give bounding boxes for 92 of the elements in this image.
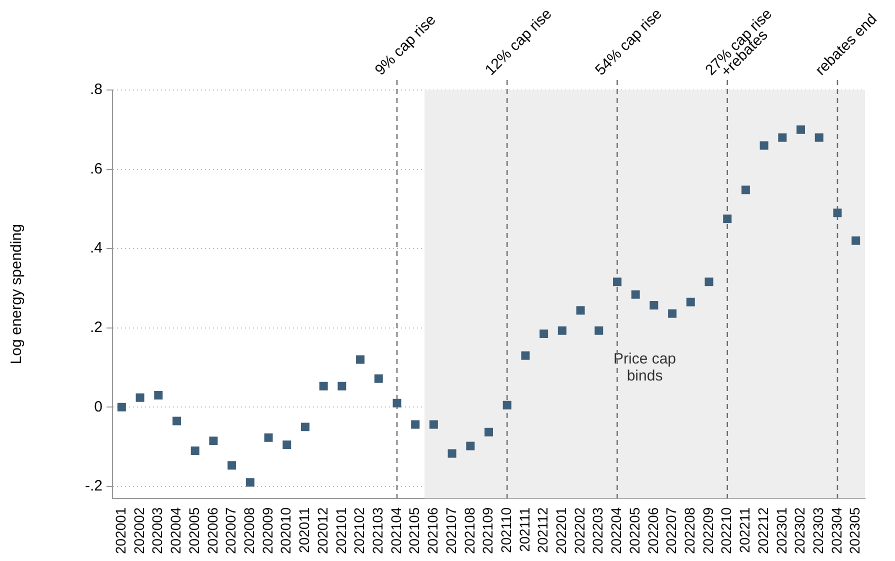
x-tick-label: 202005 xyxy=(186,507,202,554)
y-tick-label: .4 xyxy=(90,240,103,257)
x-tick-label: 202003 xyxy=(149,507,166,554)
point xyxy=(540,330,548,338)
x-tick-label: 202207 xyxy=(663,507,680,554)
x-tick-label: 202302 xyxy=(792,507,808,554)
point xyxy=(833,208,842,218)
point xyxy=(521,351,530,360)
point xyxy=(760,141,768,150)
y-axis-title: Log energy spending xyxy=(8,224,26,364)
point xyxy=(612,278,622,286)
x-tick-label: 202212 xyxy=(754,507,771,554)
point xyxy=(264,433,273,442)
x-tick-label: 202211 xyxy=(736,507,753,553)
point xyxy=(594,326,604,335)
x-tick-label: 202011 xyxy=(296,507,312,553)
x-tick-label: 202106 xyxy=(424,507,441,554)
x-tick-label: 202007 xyxy=(222,507,239,554)
point xyxy=(576,306,585,315)
y-tick-label: .8 xyxy=(90,81,103,98)
point xyxy=(154,390,163,400)
x-tick-label: 202202 xyxy=(571,507,588,554)
y-tick-label: 0 xyxy=(94,398,103,416)
ref-line-label: 54% cap rise xyxy=(592,5,666,79)
x-tick-label: 202102 xyxy=(351,507,368,554)
point xyxy=(704,278,714,286)
point xyxy=(190,446,200,455)
point xyxy=(558,326,566,335)
point xyxy=(668,309,677,318)
point xyxy=(631,290,640,299)
point xyxy=(484,428,493,436)
x-tick-label: 202012 xyxy=(314,507,330,554)
y-tick-label: .2 xyxy=(90,318,103,336)
x-tick-label: 202210 xyxy=(718,507,734,554)
x-tick-label: 202205 xyxy=(626,507,642,554)
point xyxy=(356,355,365,364)
x-tick-label: 202103 xyxy=(369,507,386,554)
x-tick-label: 202301 xyxy=(773,507,790,554)
point xyxy=(429,420,438,429)
point xyxy=(796,125,806,134)
y-tick-label: .6 xyxy=(90,160,103,178)
ref-line-label: 9% cap rise xyxy=(372,11,440,79)
point xyxy=(852,236,860,245)
x-tick-label: 202010 xyxy=(278,507,294,554)
x-tick-label: 202304 xyxy=(828,507,844,554)
point xyxy=(448,449,456,458)
x-tick-label: 202112 xyxy=(534,507,551,553)
x-tick-label: 202008 xyxy=(241,507,258,554)
point xyxy=(319,382,328,390)
point xyxy=(650,301,658,310)
point xyxy=(228,461,236,470)
x-tick-label: 202203 xyxy=(590,507,606,554)
x-tick-label: 202002 xyxy=(130,507,147,554)
point xyxy=(814,133,824,142)
x-tick-label: 202004 xyxy=(168,507,184,554)
x-tick-label: 202201 xyxy=(553,507,570,554)
x-tick-label: 202107 xyxy=(442,507,459,554)
point xyxy=(778,133,787,142)
point xyxy=(172,416,181,426)
point xyxy=(723,214,732,224)
x-tick-label: 202006 xyxy=(204,507,220,554)
point xyxy=(466,442,475,450)
x-tick-label: 202110 xyxy=(498,507,514,553)
point xyxy=(502,400,512,410)
point xyxy=(282,440,292,450)
x-tick-label: 202303 xyxy=(810,507,826,554)
point xyxy=(136,393,144,402)
x-tick-label: 202105 xyxy=(406,507,422,554)
x-tick-label: 202111 xyxy=(516,507,532,552)
x-tick-label: 202208 xyxy=(682,507,698,554)
x-tick-label: 202009 xyxy=(259,507,276,554)
x-tick-label: 202109 xyxy=(480,507,496,554)
point xyxy=(209,436,218,446)
x-tick-label: 202204 xyxy=(608,507,624,554)
point xyxy=(300,422,310,432)
x-tick-label: 202209 xyxy=(700,507,716,554)
x-tick-label: 202001 xyxy=(112,507,129,554)
x-tick-label: 202108 xyxy=(461,507,478,554)
x-tick-label: 202206 xyxy=(644,507,661,554)
point xyxy=(338,382,346,390)
point xyxy=(392,398,402,408)
x-tick-label: 202305 xyxy=(846,507,863,554)
point xyxy=(374,374,383,383)
point xyxy=(117,402,126,412)
y-tick-label: -.2 xyxy=(84,478,103,495)
band-label: Price cap binds xyxy=(613,350,676,384)
point xyxy=(686,298,695,306)
point xyxy=(411,420,420,429)
point xyxy=(246,478,254,487)
x-tick-label: 202101 xyxy=(332,507,349,554)
point xyxy=(741,186,750,194)
x-tick-label: 202104 xyxy=(388,507,404,554)
